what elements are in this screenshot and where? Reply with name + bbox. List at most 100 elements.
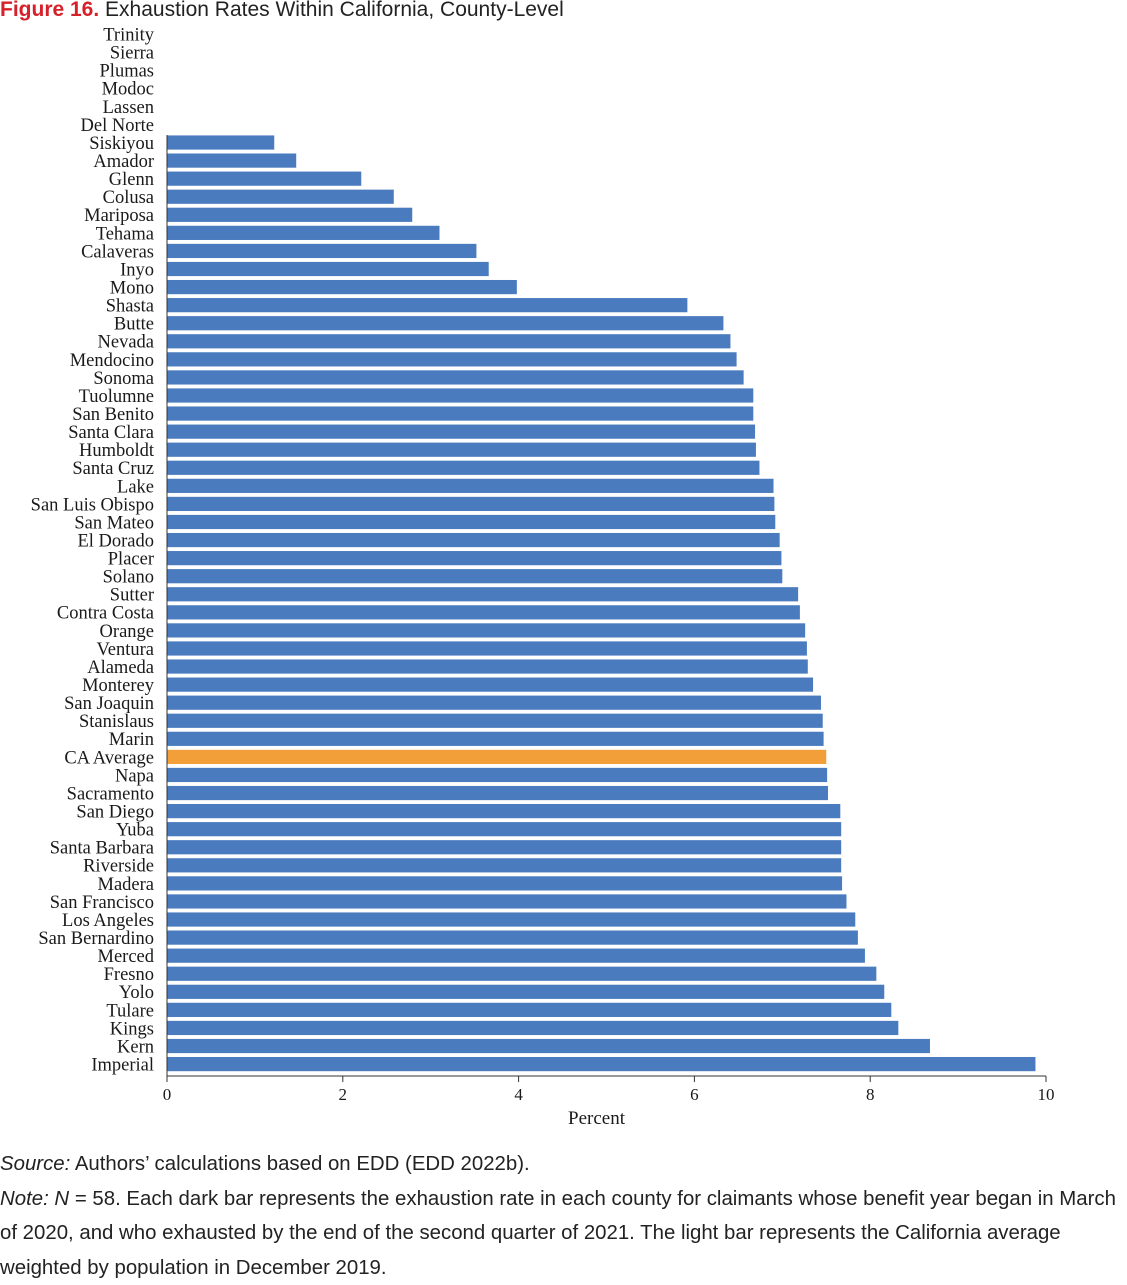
category-label-orange: Orange xyxy=(100,622,154,642)
bar-tulare xyxy=(167,1003,891,1017)
category-label-placer: Placer xyxy=(108,550,154,570)
category-label-contra-costa: Contra Costa xyxy=(57,604,154,624)
x-axis-title: Percent xyxy=(568,1108,626,1129)
bar-monterey xyxy=(167,678,813,692)
bar-san-bernardino xyxy=(167,931,858,945)
bar-san-benito xyxy=(167,406,753,420)
category-label-shasta: Shasta xyxy=(106,297,154,317)
category-label-el-dorado: El Dorado xyxy=(77,531,154,551)
category-label-alameda: Alameda xyxy=(87,658,154,678)
category-label-kings: Kings xyxy=(110,1019,154,1039)
category-label-kern: Kern xyxy=(117,1037,154,1057)
category-label-solano: Solano xyxy=(103,568,154,588)
bar-ca-average xyxy=(167,750,826,764)
category-label-mendocino: Mendocino xyxy=(70,351,154,371)
category-label-lake: Lake xyxy=(117,477,154,497)
bar-ventura xyxy=(167,641,807,655)
bar-santa-cruz xyxy=(167,461,759,475)
category-label-fresno: Fresno xyxy=(104,965,154,985)
bar-san-francisco xyxy=(167,894,846,908)
category-label-san-joaquin: San Joaquin xyxy=(64,694,154,714)
category-label-yolo: Yolo xyxy=(119,983,154,1003)
category-label-mono: Mono xyxy=(110,278,154,298)
x-tick-label-10: 10 xyxy=(1038,1085,1055,1104)
bar-mono xyxy=(167,280,517,294)
x-tick-label-6: 6 xyxy=(690,1085,699,1104)
bar-butte xyxy=(167,316,723,330)
bar-san-diego xyxy=(167,804,840,818)
category-label-plumas: Plumas xyxy=(100,62,154,82)
bar-sutter xyxy=(167,587,798,601)
category-label-sutter: Sutter xyxy=(110,586,154,606)
bar-kern xyxy=(167,1039,930,1053)
category-label-san-benito: San Benito xyxy=(72,405,154,425)
category-label-sacramento: Sacramento xyxy=(67,784,154,804)
note-text: = 58. Each dark bar represents the exhau… xyxy=(0,1188,1116,1279)
x-tick-label-8: 8 xyxy=(866,1085,875,1104)
bar-san-joaquin xyxy=(167,696,821,710)
bar-mendocino xyxy=(167,352,737,366)
bar-santa-clara xyxy=(167,425,755,439)
bar-colusa xyxy=(167,190,394,204)
bar-marin xyxy=(167,732,824,746)
source-line: Source: Authors’ calculations based on E… xyxy=(0,1147,1127,1182)
bar-kings xyxy=(167,1021,898,1035)
bar-humboldt xyxy=(167,443,756,457)
category-label-tehama: Tehama xyxy=(96,224,154,244)
category-label-san-luis-obispo: San Luis Obispo xyxy=(31,495,154,515)
category-label-siskiyou: Siskiyou xyxy=(89,134,154,154)
category-label-riverside: Riverside xyxy=(83,857,154,877)
bar-placer xyxy=(167,551,781,565)
bar-merced xyxy=(167,949,865,963)
bar-lake xyxy=(167,479,774,493)
category-label-modoc: Modoc xyxy=(102,80,154,100)
category-label-butte: Butte xyxy=(114,315,154,335)
category-label-lassen: Lassen xyxy=(103,98,154,118)
category-label-sierra: Sierra xyxy=(110,44,154,64)
source-lead: Source: xyxy=(0,1153,70,1175)
source-text: Authors’ calculations based on EDD (EDD … xyxy=(75,1153,530,1175)
category-label-yuba: Yuba xyxy=(116,821,154,841)
category-label-santa-clara: Santa Clara xyxy=(68,423,154,443)
bar-calaveras xyxy=(167,244,476,258)
category-label-colusa: Colusa xyxy=(103,188,154,208)
category-label-madera: Madera xyxy=(98,875,155,895)
bar-mariposa xyxy=(167,208,412,222)
bar-yolo xyxy=(167,985,884,999)
category-label-mariposa: Mariposa xyxy=(84,206,154,226)
bar-los-angeles xyxy=(167,912,855,926)
figure-notes: Source: Authors’ calculations based on E… xyxy=(0,1147,1127,1285)
bar-yuba xyxy=(167,822,841,836)
category-label-humboldt: Humboldt xyxy=(79,441,155,461)
category-label-sonoma: Sonoma xyxy=(93,369,154,389)
bar-san-mateo xyxy=(167,515,775,529)
category-label-imperial: Imperial xyxy=(91,1055,154,1075)
x-tick-label-0: 0 xyxy=(163,1085,172,1104)
category-label-ventura: Ventura xyxy=(96,640,154,660)
category-label-monterey: Monterey xyxy=(82,676,155,696)
bar-nevada xyxy=(167,334,730,348)
bar-tehama xyxy=(167,226,439,240)
bar-napa xyxy=(167,768,827,782)
category-label-san-mateo: San Mateo xyxy=(74,513,154,533)
category-label-napa: Napa xyxy=(115,766,154,786)
bar-glenn xyxy=(167,172,361,186)
category-label-amador: Amador xyxy=(93,152,154,172)
category-label-glenn: Glenn xyxy=(109,170,154,190)
bar-santa-barbara xyxy=(167,840,841,854)
bar-orange xyxy=(167,623,805,637)
bar-tuolumne xyxy=(167,388,753,402)
bars-group xyxy=(167,135,1035,1071)
category-label-trinity: Trinity xyxy=(103,26,154,46)
category-label-calaveras: Calaveras xyxy=(81,242,154,262)
bar-inyo xyxy=(167,262,489,276)
category-label-ca-average: CA Average xyxy=(64,748,154,768)
category-label-tuolumne: Tuolumne xyxy=(79,387,154,407)
bar-solano xyxy=(167,569,782,583)
bar-madera xyxy=(167,876,842,890)
note-line: Note: N = 58. Each dark bar represents t… xyxy=(0,1182,1127,1285)
bar-sacramento xyxy=(167,786,828,800)
